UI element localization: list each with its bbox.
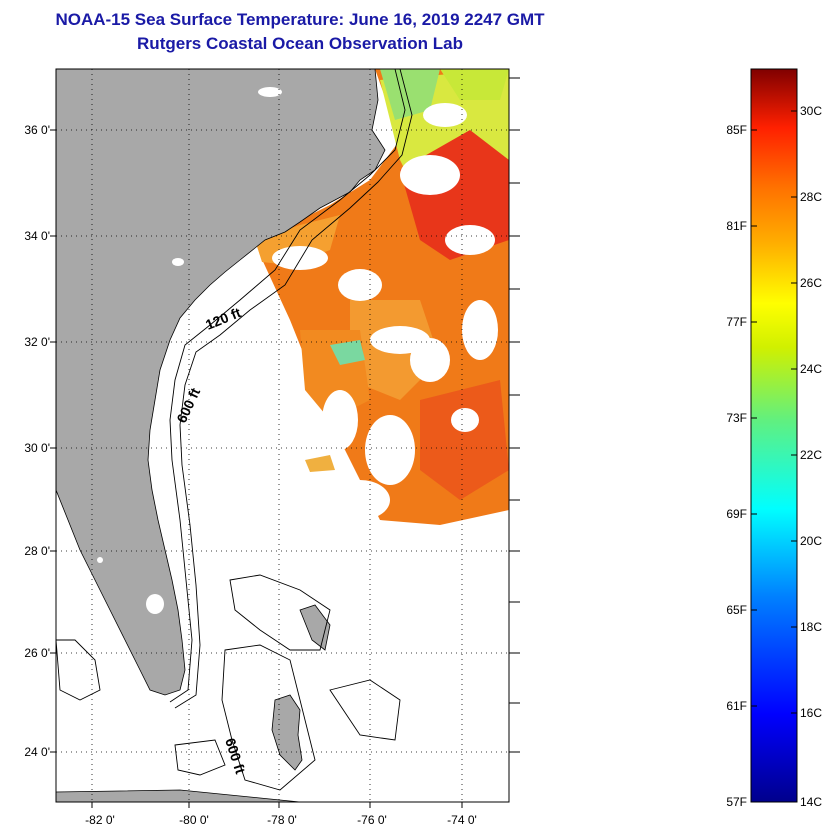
- cb-c-label: 22C: [800, 448, 822, 462]
- cb-f-label: 85F: [726, 123, 747, 137]
- sst-swath: [255, 69, 509, 525]
- cb-c-label: 28C: [800, 190, 822, 204]
- cb-f-label: 81F: [726, 219, 747, 233]
- cb-c-label: 20C: [800, 534, 822, 548]
- lat-label: 24 0': [24, 745, 50, 759]
- land-lakes: [66, 87, 282, 614]
- lat-label: 28 0': [24, 544, 50, 558]
- cb-c-label: 14C: [800, 795, 822, 809]
- tick-marks: [50, 77, 520, 808]
- cb-f-label: 57F: [726, 795, 747, 809]
- depth-contours: [56, 69, 413, 791]
- lon-label: -74 0': [447, 813, 477, 827]
- cb-f-label: 65F: [726, 603, 747, 617]
- lat-label: 32 0': [24, 335, 50, 349]
- lat-label: 34 0': [24, 229, 50, 243]
- lon-label: -82 0': [85, 813, 115, 827]
- cb-c-label: 30C: [800, 104, 822, 118]
- colorbar-celsius-labels: 30C 28C 26C 24C 22C 20C 18C 16C 14C: [800, 104, 822, 809]
- lat-label: 36 0': [24, 123, 50, 137]
- lon-label: -80 0': [179, 813, 209, 827]
- cb-f-label: 77F: [726, 315, 747, 329]
- colorbar: [750, 68, 798, 803]
- map-title: NOAA-15 Sea Surface Temperature: June 16…: [55, 10, 545, 29]
- map-border: [55, 68, 510, 803]
- cb-f-label: 61F: [726, 699, 747, 713]
- lat-label: 26 0': [24, 646, 50, 660]
- colorbar-ticks: [751, 110, 797, 714]
- lon-label: -76 0': [357, 813, 387, 827]
- longitude-labels: -82 0' -80 0' -78 0' -76 0' -74 0': [85, 813, 477, 827]
- cb-c-label: 24C: [800, 362, 822, 376]
- cb-c-label: 26C: [800, 276, 822, 290]
- cb-c-label: 16C: [800, 706, 822, 720]
- colorbar-fahrenheit-labels: 85F 81F 77F 73F 69F 65F 61F 57F: [726, 123, 747, 809]
- latitude-labels: 36 0' 34 0' 32 0' 30 0' 28 0' 26 0' 24 0…: [24, 123, 50, 759]
- cb-c-label: 18C: [800, 620, 822, 634]
- lon-label: -78 0': [267, 813, 297, 827]
- cb-f-label: 73F: [726, 411, 747, 425]
- graticule: [56, 69, 509, 802]
- lat-label: 30 0': [24, 441, 50, 455]
- cb-f-label: 69F: [726, 507, 747, 521]
- map-subtitle: Rutgers Coastal Ocean Observation Lab: [137, 34, 463, 53]
